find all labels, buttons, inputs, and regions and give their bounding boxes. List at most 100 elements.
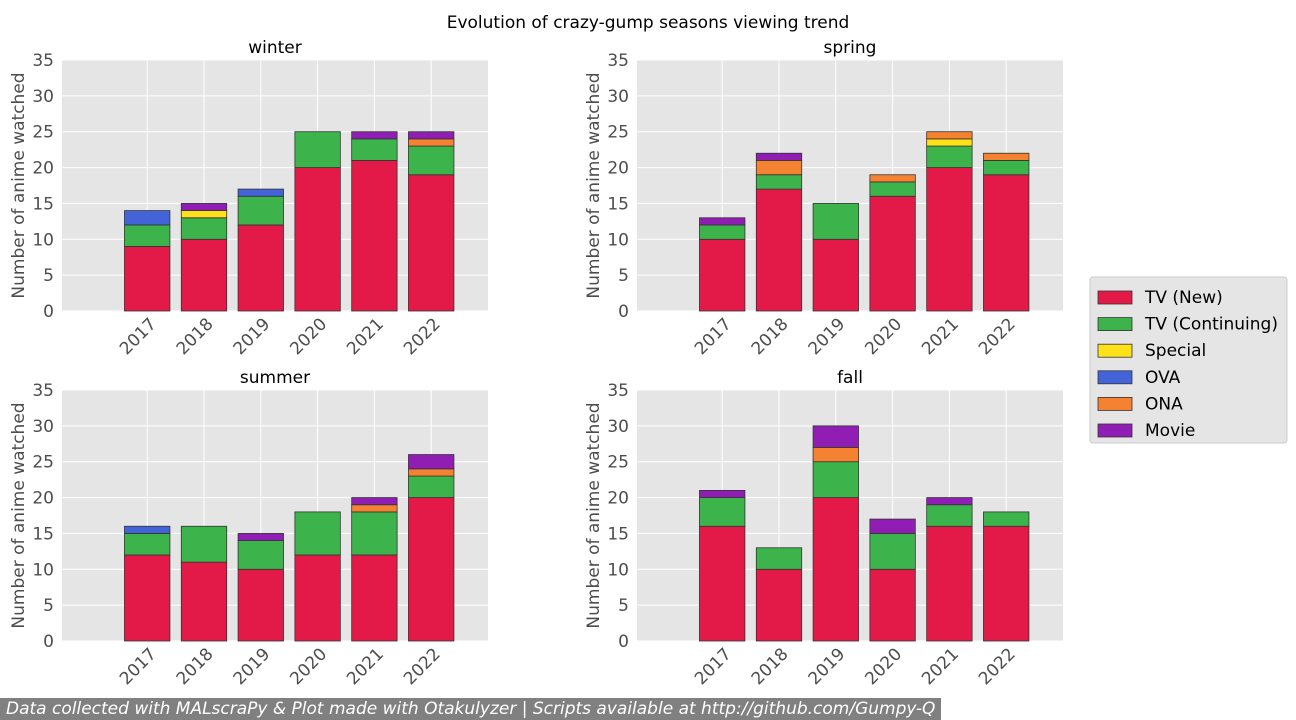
bar-movie-2018 <box>755 152 803 161</box>
bar-tv-continuing-2020 <box>294 131 341 168</box>
y-tick-labels: 0 5 10 15 20 25 30 35 <box>32 381 54 652</box>
y-tick-label: 35 <box>32 381 54 401</box>
legend-label-movie: Movie <box>1145 421 1195 441</box>
x-tick-label: 2018 <box>173 314 218 359</box>
bar-tv-continuing-2019 <box>812 203 859 240</box>
bar-tv-new-2021 <box>926 167 973 312</box>
x-tick-label: 2022 <box>975 644 1020 689</box>
bar-tv-continuing-2020 <box>869 533 916 570</box>
bar-tv-continuing-2021 <box>351 511 398 556</box>
legend-label-ona: ONA <box>1145 394 1183 414</box>
bar-special-2021 <box>926 138 973 147</box>
bar-tv-continuing-2018 <box>755 174 803 190</box>
y-tick-labels: 0 5 10 15 20 25 30 35 <box>32 51 54 322</box>
x-tick-label: 2017 <box>691 644 736 689</box>
legend-label-special: Special <box>1145 341 1206 361</box>
bar-movie-2021 <box>351 131 398 140</box>
x-tick-label: 2022 <box>975 314 1020 359</box>
x-tick-label: 2018 <box>748 314 793 359</box>
legend-label-ova: OVA <box>1145 368 1181 388</box>
bar-tv-new-2022 <box>408 497 455 642</box>
bars <box>124 131 455 312</box>
bar-tv-continuing-2019 <box>812 461 859 498</box>
bar-tv-continuing-2017 <box>699 497 746 527</box>
bar-tv-new-2020 <box>869 195 916 312</box>
x-tick-label: 2017 <box>691 314 736 359</box>
panel-summer: 0 5 10 15 20 25 30 35 2017 2018 2019 2020 2021 2022 su… <box>9 368 488 689</box>
bar-ona-2021 <box>926 131 973 140</box>
y-tick-label: 20 <box>607 489 629 509</box>
bar-tv-continuing-2021 <box>351 138 398 161</box>
y-tick-label: 20 <box>32 489 54 509</box>
bar-tv-continuing-2017 <box>699 224 746 240</box>
panel-title: winter <box>248 38 302 58</box>
y-tick-label: 0 <box>43 632 54 652</box>
bar-tv-new-2017 <box>124 246 171 312</box>
bar-ova-2017 <box>124 210 171 226</box>
bar-ona-2022 <box>408 468 455 477</box>
bar-movie-2022 <box>408 454 455 470</box>
legend-swatch-tv-continuing <box>1097 317 1133 332</box>
bar-ona-2022 <box>983 152 1030 161</box>
bar-tv-new-2019 <box>812 497 859 642</box>
y-tick-label: 15 <box>32 194 54 214</box>
legend: TV (New) TV (Continuing) Special OVA ONA Movi… <box>1089 276 1288 444</box>
x-tick-label: 2021 <box>918 644 963 689</box>
y-tick-label: 10 <box>607 230 629 250</box>
bar-tv-new-2017 <box>699 238 746 312</box>
y-tick-label: 0 <box>618 632 629 652</box>
panel-title: spring <box>824 38 877 58</box>
bar-tv-continuing-2017 <box>124 533 171 556</box>
x-tick-labels: 2017 2018 2019 2020 2021 2022 <box>691 314 1020 359</box>
legend-box <box>1089 276 1288 444</box>
bar-special-2018 <box>180 210 228 219</box>
panel-spring: 0 5 10 15 20 25 30 35 2017 2018 2019 2020 2021 2022 sp… <box>584 38 1063 359</box>
y-axis-label: Number of anime watched <box>584 402 604 628</box>
y-tick-label: 20 <box>32 159 54 179</box>
bar-tv-new-2018 <box>755 568 803 642</box>
y-tick-label: 5 <box>618 596 629 616</box>
bar-movie-2021 <box>351 497 398 506</box>
bars <box>124 454 455 642</box>
bar-tv-new-2022 <box>983 174 1030 312</box>
bar-movie-2021 <box>926 497 973 506</box>
bar-tv-new-2022 <box>983 525 1030 642</box>
bar-tv-continuing-2017 <box>124 224 171 247</box>
bar-movie-2020 <box>869 518 916 534</box>
x-tick-label: 2020 <box>861 314 906 359</box>
bar-tv-continuing-2022 <box>408 145 455 176</box>
bar-ona-2021 <box>351 504 398 513</box>
bar-tv-continuing-2019 <box>237 195 284 226</box>
legend-swatch-ona <box>1097 396 1133 411</box>
x-tick-label: 2022 <box>400 314 445 359</box>
bar-movie-2017 <box>699 489 746 498</box>
bar-movie-2018 <box>180 203 228 212</box>
x-tick-label: 2020 <box>286 314 331 359</box>
x-tick-label: 2019 <box>805 644 850 689</box>
x-tick-label: 2018 <box>748 644 793 689</box>
y-tick-label: 15 <box>607 524 629 544</box>
legend-label-tv-new: TV (New) <box>1144 288 1223 308</box>
bar-tv-continuing-2022 <box>983 159 1030 176</box>
x-tick-label: 2019 <box>230 314 275 359</box>
bar-tv-new-2018 <box>755 188 803 312</box>
bar-tv-new-2021 <box>351 159 398 312</box>
bar-tv-continuing-2021 <box>926 145 973 168</box>
legend-swatch-ova <box>1097 370 1133 385</box>
bar-tv-continuing-2018 <box>180 217 228 240</box>
bars <box>699 425 1030 642</box>
y-axis-label: Number of anime watched <box>9 402 29 628</box>
bar-ona-2018 <box>755 159 803 176</box>
x-tick-labels: 2017 2018 2019 2020 2021 2022 <box>116 314 445 359</box>
y-tick-label: 10 <box>32 230 54 250</box>
bar-tv-new-2019 <box>812 238 859 312</box>
panel-winter: 0 5 10 15 20 25 30 35 2017 2018 2019 2020 2021 2022 wi… <box>9 38 488 359</box>
bar-tv-new-2018 <box>180 238 228 312</box>
bar-ova-2019 <box>237 188 284 197</box>
x-tick-label: 2021 <box>918 314 963 359</box>
x-tick-label: 2022 <box>400 644 445 689</box>
y-tick-label: 15 <box>607 194 629 214</box>
x-tick-label: 2020 <box>286 644 331 689</box>
y-tick-label: 0 <box>618 302 629 322</box>
